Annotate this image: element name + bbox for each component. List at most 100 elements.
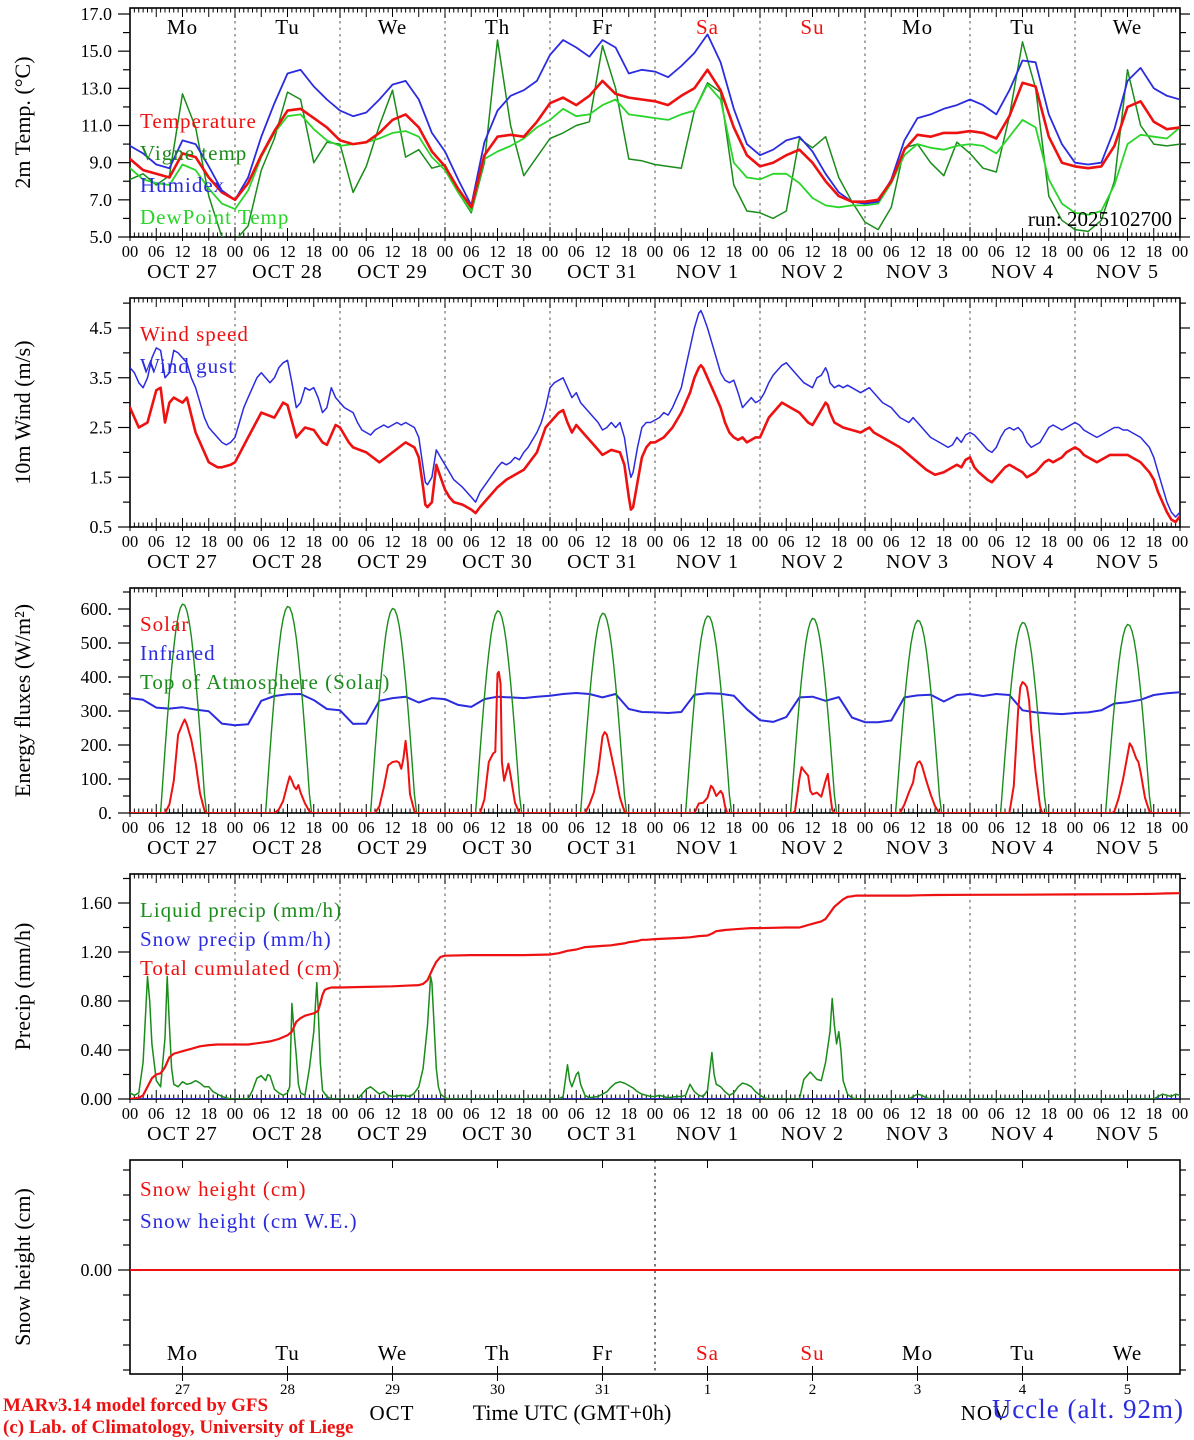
svg-text:27: 27 <box>175 1382 191 1398</box>
svg-text:OCT 31: OCT 31 <box>567 837 638 859</box>
svg-text:12: 12 <box>489 242 506 261</box>
y-tick-labels: 0.00 <box>81 1260 113 1280</box>
svg-text:OCT 29: OCT 29 <box>357 551 428 573</box>
svg-text:30: 30 <box>490 1382 505 1398</box>
svg-text:06: 06 <box>988 1104 1005 1123</box>
svg-text:12: 12 <box>594 1104 611 1123</box>
svg-text:06: 06 <box>463 242 480 261</box>
svg-text:NOV 4: NOV 4 <box>991 551 1054 573</box>
svg-text:NOV 1: NOV 1 <box>676 551 739 573</box>
svg-text:18: 18 <box>1146 242 1163 261</box>
svg-text:00: 00 <box>752 242 769 261</box>
legend-temperature: Temperature Vigne temp Humidex DewPoint Tem… <box>140 109 289 229</box>
svg-text:12: 12 <box>699 532 716 551</box>
svg-text:12: 12 <box>909 1104 926 1123</box>
svg-text:00: 00 <box>437 818 454 837</box>
y-ticks <box>118 877 1190 1100</box>
svg-text:06: 06 <box>1093 1104 1110 1123</box>
svg-text:00: 00 <box>1172 818 1189 837</box>
svg-text:18: 18 <box>306 818 323 837</box>
month-label-nov: NOV <box>960 1401 1010 1425</box>
svg-text:12: 12 <box>699 242 716 261</box>
svg-text:06: 06 <box>778 818 795 837</box>
svg-text:18: 18 <box>621 532 638 551</box>
svg-text:Tu: Tu <box>275 15 300 39</box>
svg-text:12: 12 <box>384 532 401 551</box>
svg-text:OCT 28: OCT 28 <box>252 261 323 283</box>
series-temperature <box>130 68 1180 209</box>
svg-text:06: 06 <box>883 532 900 551</box>
svg-text:00: 00 <box>437 532 454 551</box>
svg-text:06: 06 <box>673 242 690 261</box>
svg-text:NOV 3: NOV 3 <box>886 551 949 573</box>
svg-text:06: 06 <box>358 1104 375 1123</box>
svg-text:06: 06 <box>148 242 165 261</box>
svg-text:1.20: 1.20 <box>81 942 113 962</box>
svg-text:06: 06 <box>463 532 480 551</box>
svg-text:06: 06 <box>253 818 270 837</box>
svg-text:OCT 28: OCT 28 <box>252 837 323 859</box>
legend-humidex: Humidex <box>140 173 225 197</box>
svg-text:06: 06 <box>988 532 1005 551</box>
legend-dewpoint-temp: DewPoint Temp <box>140 205 289 229</box>
svg-text:OCT 27: OCT 27 <box>147 1123 218 1145</box>
svg-text:12: 12 <box>909 242 926 261</box>
svg-text:06: 06 <box>253 242 270 261</box>
svg-text:OCT 30: OCT 30 <box>462 261 533 283</box>
svg-text:06: 06 <box>1093 532 1110 551</box>
svg-text:00: 00 <box>857 242 874 261</box>
svg-text:12: 12 <box>1014 818 1031 837</box>
svg-text:OCT 27: OCT 27 <box>147 837 218 859</box>
svg-text:12: 12 <box>804 242 821 261</box>
hour-labels: 00 06 12 18 00 06 12 18 00 06 12 18 00 06 12 18 00 06 12 18… <box>122 532 1189 551</box>
svg-text:00: 00 <box>542 532 559 551</box>
svg-text:NOV 4: NOV 4 <box>991 837 1054 859</box>
svg-text:00: 00 <box>962 818 979 837</box>
legend-total-cumulated-cm: Total cumulated (cm) <box>140 956 340 980</box>
weekday-labels: Mo Tu We Th Fr Sa Su Mo Tu We <box>167 1341 1141 1365</box>
y-tick-labels: 17.0 15.0 13.0 11.0 9.0 7.0 5.0 <box>81 4 113 247</box>
svg-text:7.0: 7.0 <box>90 190 113 210</box>
svg-text:OCT 31: OCT 31 <box>567 551 638 573</box>
svg-text:18: 18 <box>411 818 428 837</box>
svg-text:06: 06 <box>673 818 690 837</box>
y-tick-labels: 1.60 1.20 0.80 0.40 0.00 <box>81 893 113 1109</box>
svg-text:5: 5 <box>1124 1382 1132 1398</box>
svg-text:06: 06 <box>673 1104 690 1123</box>
svg-text:12: 12 <box>1014 242 1031 261</box>
svg-text:18: 18 <box>726 1104 743 1123</box>
svg-text:06: 06 <box>778 532 795 551</box>
series-dewpoint-temp <box>130 83 1180 216</box>
series-liquid-precip <box>130 975 1180 1099</box>
svg-text:18: 18 <box>831 242 848 261</box>
panel-energy: 600. 500. 400. 300. 200. 100. 0. Energy fluxes … <box>10 587 1190 859</box>
svg-text:00: 00 <box>437 1104 454 1123</box>
svg-text:06: 06 <box>988 242 1005 261</box>
svg-text:15.0: 15.0 <box>81 41 113 61</box>
legend-wind-gust: Wind gust <box>140 354 235 378</box>
svg-text:OCT 30: OCT 30 <box>462 551 533 573</box>
svg-text:18: 18 <box>306 532 323 551</box>
y-axis-title: Energy fluxes (W/m²) <box>10 604 35 797</box>
svg-text:28: 28 <box>280 1382 295 1398</box>
svg-text:00: 00 <box>1067 1104 1084 1123</box>
svg-text:12: 12 <box>1119 1104 1136 1123</box>
svg-text:00: 00 <box>122 242 139 261</box>
svg-text:2: 2 <box>809 1382 817 1398</box>
svg-text:NOV 2: NOV 2 <box>781 837 844 859</box>
svg-text:12: 12 <box>174 532 191 551</box>
svg-text:1: 1 <box>704 1382 712 1398</box>
svg-text:12: 12 <box>174 242 191 261</box>
svg-text:11.0: 11.0 <box>81 116 112 136</box>
svg-text:12: 12 <box>174 818 191 837</box>
svg-text:NOV 2: NOV 2 <box>781 551 844 573</box>
svg-text:9.0: 9.0 <box>90 153 113 173</box>
svg-text:NOV 3: NOV 3 <box>886 1123 949 1145</box>
legend-snow-height-cm-w-e: Snow height (cm W.E.) <box>140 1209 358 1233</box>
model-credit-line: MARv3.14 model forced by GFS <box>3 1395 269 1416</box>
svg-text:18: 18 <box>1146 1104 1163 1123</box>
day-number-labels: 27 28 29 30 31 1 2 3 4 5 <box>175 1382 1131 1398</box>
svg-text:00: 00 <box>857 1104 874 1123</box>
svg-text:Mo: Mo <box>167 15 198 39</box>
